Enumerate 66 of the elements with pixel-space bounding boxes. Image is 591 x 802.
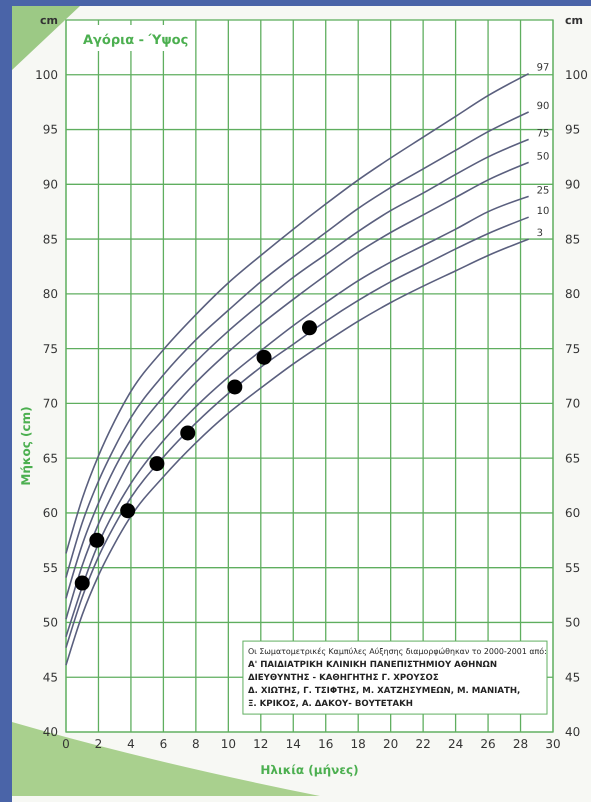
y-tick-label: 85 — [42, 232, 58, 246]
y2-tick-label: 85 — [565, 232, 580, 246]
annotation: ΔΙΕΥΘΥΝΤΗΣ - ΚΑΘΗΓΗΤΗΣ Γ. ΧΡΟΥΣΟΣ — [248, 673, 439, 684]
y2-tick-label: 60 — [565, 506, 580, 520]
text: Αγόρια - Ύψος — [83, 33, 188, 48]
series-label: 10 — [536, 206, 550, 218]
point — [256, 350, 272, 365]
x-tick-label: 18 — [350, 737, 366, 751]
y2-tick-label: 80 — [565, 287, 580, 302]
y-tick-label: 55 — [42, 560, 58, 575]
x-tick-label: 8 — [192, 737, 200, 751]
x-tick-label: 26 — [480, 737, 496, 751]
y-tick-label: 70 — [42, 396, 58, 411]
x-tick-label: 14 — [286, 737, 301, 751]
y2-tick-label: 65 — [565, 451, 580, 466]
y-tick-label: 75 — [42, 342, 58, 356]
y2-tick-label: 95 — [565, 122, 580, 137]
x-tick-label: 16 — [318, 737, 334, 751]
point — [180, 425, 196, 440]
y-tick-label: 95 — [42, 122, 58, 137]
annotation: Α' ΠΑΙΔΙΑΤΡΙΚΗ ΚΛΙΝΙΚΗ ΠΑΝΕΠΙΣΤΗΜΙΟΥ ΑΘΗΝΩΝ — [248, 660, 498, 670]
y2-tick-label: 55 — [565, 560, 580, 575]
y2-tick-label: 50 — [565, 616, 580, 630]
x-tick-label: 30 — [545, 737, 561, 751]
y2-tick-label: 90 — [565, 178, 580, 192]
point — [74, 576, 90, 591]
y-tick-label: 60 — [42, 506, 58, 520]
series-label: 50 — [536, 151, 550, 162]
series-label: 3 — [536, 228, 544, 240]
series-label: 25 — [536, 185, 550, 196]
point — [149, 456, 164, 472]
x-tick-label: 4 — [127, 737, 135, 751]
x-tick-label: 20 — [383, 737, 398, 751]
text: cm — [40, 14, 58, 27]
y-tick-label: 100 — [35, 68, 58, 82]
x-tick-label: 28 — [512, 737, 528, 751]
x-tick-label: 24 — [448, 737, 464, 751]
y-tick-label: 65 — [42, 451, 58, 466]
y-tick-label: 45 — [42, 670, 58, 684]
y-tick-label: 80 — [42, 287, 58, 302]
point — [302, 320, 317, 336]
x-tick-label: 22 — [415, 737, 431, 751]
x-tick-label: 10 — [220, 737, 236, 751]
y2-tick-label: 75 — [565, 342, 580, 356]
x-tick-label: 2 — [94, 737, 102, 751]
y2-tick-label: 45 — [565, 670, 580, 684]
y2-tick-label: 70 — [565, 396, 580, 411]
point — [227, 379, 242, 394]
series-label: 75 — [536, 128, 550, 140]
y-tick-label: 50 — [42, 616, 58, 630]
y-tick-label: 90 — [42, 178, 58, 192]
series-label: 97 — [536, 62, 550, 74]
y2-tick-label: 100 — [565, 68, 588, 82]
point — [89, 532, 104, 548]
annotation: Δ. ΧΙΩΤΗΣ, Γ. ΤΣΙΦΤΗΣ, Μ. ΧΑΤΖΗΣΥΜΕΩΝ, Μ. ΜΑΝΙΑΤΗ, — [248, 686, 520, 696]
x-tick-label: 0 — [62, 737, 70, 751]
x-axis-title: Ηλικία (μήνες) — [260, 763, 359, 777]
y2-tick-label: 40 — [565, 725, 580, 740]
series-label: 90 — [536, 101, 550, 112]
y-axis-title: Μήκος (cm) — [19, 406, 33, 486]
y2-axis-title: cm — [565, 14, 583, 27]
y-tick-label: 40 — [42, 725, 58, 740]
annotation: Ξ. ΚΡΙΚΟΣ, Α. ΔΑΚΟΥ- ΒΟΥΤΕΤΑΚΗ — [248, 699, 414, 710]
x-tick-label: 6 — [160, 737, 168, 751]
point — [120, 503, 136, 518]
x-tick-label: 12 — [253, 737, 268, 751]
